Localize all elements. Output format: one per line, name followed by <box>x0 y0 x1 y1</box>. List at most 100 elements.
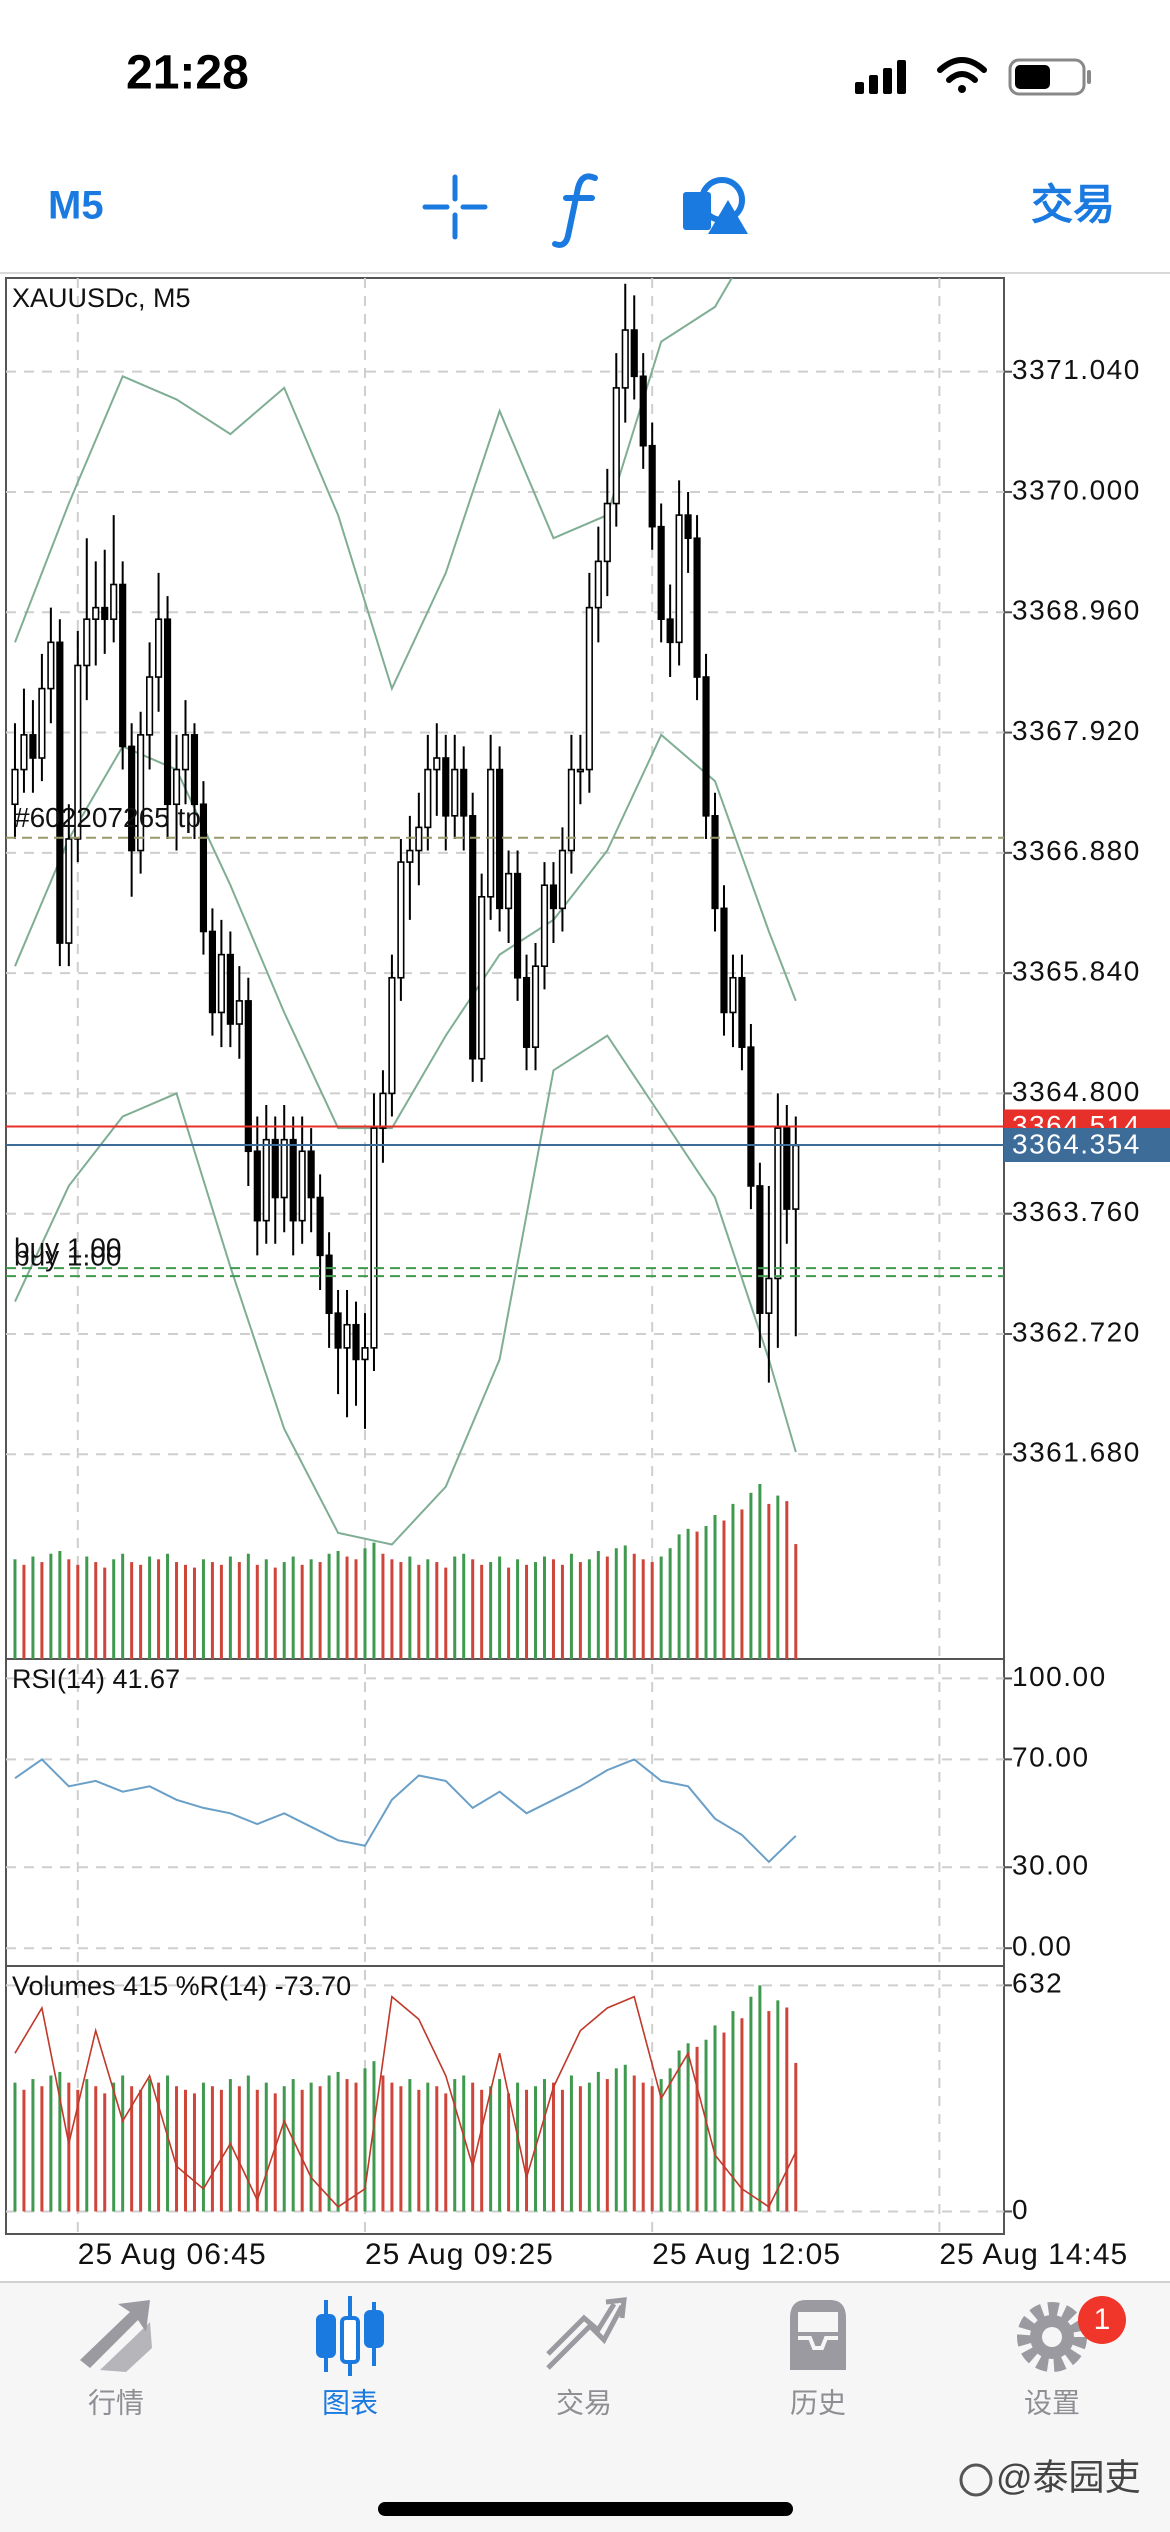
candle-body <box>119 583 127 748</box>
volume-bar <box>668 1548 672 1659</box>
pane-title: Volumes 415 %R(14) -73.70 <box>12 1971 351 2001</box>
y-tick-label: 3362.720 <box>1012 1316 1141 1347</box>
history-tab-icon[interactable] <box>790 2300 846 2370</box>
badge <box>1078 2296 1126 2344</box>
candle-body <box>29 734 37 759</box>
volume-bar <box>148 1556 152 1659</box>
candle-body <box>594 560 602 609</box>
volume-bar <box>722 1520 726 1659</box>
volume-bar <box>237 1562 241 1659</box>
volume-bar <box>408 2079 412 2212</box>
candle-body <box>262 1138 270 1222</box>
volume-bar <box>525 2089 529 2212</box>
volume-bar <box>426 2082 430 2212</box>
home-indicator <box>378 2502 793 2516</box>
volume-bar <box>551 2082 555 2212</box>
volume-bar <box>776 2000 780 2212</box>
tab-bar <box>0 2282 1170 2532</box>
volume-bar <box>399 2086 403 2212</box>
signal-icon <box>855 60 906 94</box>
volume-bar <box>255 2089 259 2212</box>
candle-body <box>505 872 513 910</box>
trade-button[interactable]: 交易 <box>1031 181 1115 228</box>
volume-bar <box>67 1559 71 1659</box>
volume-bar <box>166 2075 170 2212</box>
candle-body <box>433 757 441 771</box>
candle-body <box>576 768 584 773</box>
volume-bar <box>471 2082 475 2212</box>
candle-body <box>460 768 468 817</box>
settings-tab-icon[interactable] <box>1017 2302 1087 2372</box>
price-tag-label: 3364.354 <box>1012 1128 1141 1159</box>
battery-icon <box>1008 58 1091 96</box>
candle-body <box>603 502 611 563</box>
volume-bar <box>695 2046 699 2212</box>
volume-bar <box>318 2086 322 2212</box>
volume-bar <box>31 2079 35 2212</box>
volume-bar <box>480 2089 484 2212</box>
quotes-tab-icon[interactable] <box>80 2300 152 2372</box>
candle-body <box>792 1144 800 1210</box>
volume-bar <box>587 2082 591 2212</box>
volume-bar <box>596 1550 600 1659</box>
volume-bar <box>569 1553 573 1659</box>
volume-bar <box>516 1559 520 1659</box>
candle-body <box>181 734 190 771</box>
trade-tab-icon[interactable] <box>546 2297 627 2370</box>
candle-body <box>747 1046 755 1187</box>
volume-bar <box>381 1553 385 1659</box>
crosshair-button[interactable] <box>422 174 488 240</box>
y-tick-label: 3371.040 <box>1012 354 1141 385</box>
indicators-button[interactable] <box>552 173 598 248</box>
volume-bar <box>201 1559 205 1659</box>
candle-body <box>316 1196 324 1257</box>
objects-button[interactable] <box>683 177 748 234</box>
volume-bar <box>462 2075 466 2212</box>
rsi-pane <box>14 1758 797 1864</box>
volume-bar <box>381 2075 385 2212</box>
volume-bar <box>13 1559 17 1659</box>
candle-body <box>253 1150 261 1222</box>
candle-body <box>415 826 423 852</box>
candle-body <box>137 734 145 852</box>
tab-label[interactable]: 图表 <box>322 2387 378 2418</box>
tab-label[interactable]: 历史 <box>790 2387 846 2418</box>
y-tick-label: 3368.960 <box>1012 595 1141 626</box>
volume-bar <box>49 2075 53 2212</box>
volume-bar <box>103 1567 107 1659</box>
volume-bar <box>758 1985 762 2212</box>
chart-tab-icon[interactable] <box>316 2296 384 2376</box>
price-tag <box>1004 1127 1170 1162</box>
volume-bar <box>67 2082 71 2212</box>
candle-body <box>271 1138 279 1199</box>
volume-bar <box>291 2079 295 2212</box>
candle-body <box>648 444 656 528</box>
volume-bar <box>112 2082 116 2212</box>
volume-bar <box>498 1556 502 1659</box>
tab-label[interactable]: 设置 <box>1024 2387 1080 2418</box>
candle-body <box>244 1000 252 1153</box>
volume-bar <box>309 2082 313 2212</box>
candle-body <box>496 768 504 910</box>
volume-bar <box>228 1556 232 1659</box>
candle-body <box>352 1323 360 1361</box>
volume-bar <box>183 2089 187 2212</box>
candle-body <box>334 1312 342 1349</box>
candle-body <box>675 514 683 644</box>
level-label: buy 1.00 <box>14 1241 121 1272</box>
candle-body <box>74 664 82 840</box>
watermark: @泰园吏 <box>996 2457 1141 2498</box>
volume-bar <box>219 2089 223 2212</box>
timeframe-button[interactable]: M5 <box>48 184 104 228</box>
candle-body <box>729 976 737 1014</box>
candle-body <box>657 525 665 621</box>
candle-body <box>325 1254 333 1314</box>
volume-bar <box>300 1564 304 1659</box>
candle-body <box>406 849 414 863</box>
y-tick-label: 0 <box>1012 2194 1029 2225</box>
y-tick-label: 3363.760 <box>1012 1196 1141 1227</box>
volume-bar <box>175 2086 179 2212</box>
tab-label[interactable]: 交易 <box>556 2387 612 2418</box>
tab-label[interactable]: 行情 <box>88 2387 144 2418</box>
